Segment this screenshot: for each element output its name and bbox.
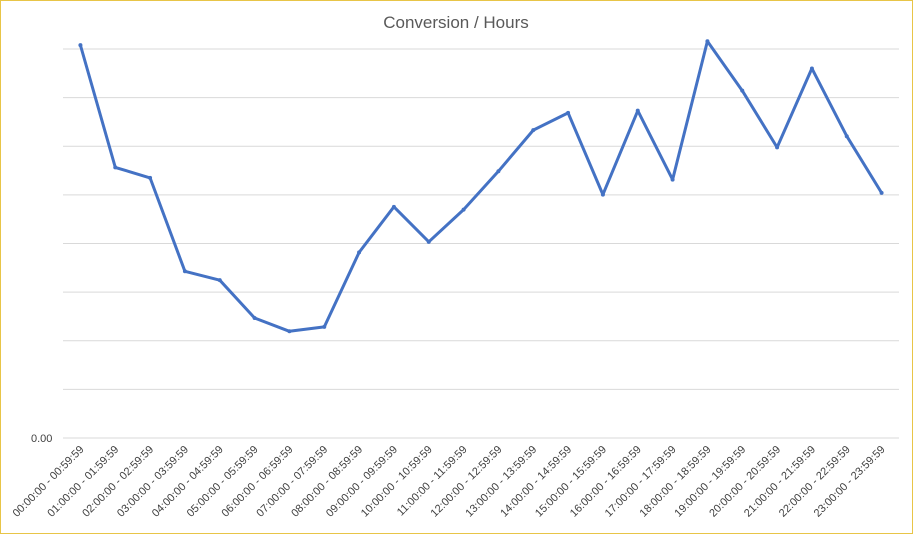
data-point (775, 145, 780, 150)
data-point (566, 110, 571, 115)
y-axis-ticks: 0.00 (31, 433, 52, 445)
y-tick-label: 0.00 (31, 433, 52, 445)
data-point (391, 204, 396, 209)
data-point (670, 177, 675, 182)
data-point (148, 175, 153, 180)
data-point (252, 315, 257, 320)
gridlines (63, 48, 899, 439)
data-point (461, 207, 466, 212)
data-point (287, 329, 292, 334)
data-point (809, 66, 814, 71)
data-point (879, 190, 884, 195)
data-point (496, 169, 501, 174)
data-point (600, 192, 605, 197)
data-point (635, 108, 640, 113)
data-point (217, 278, 222, 283)
data-point (740, 88, 745, 93)
data-point (531, 128, 536, 133)
data-point (705, 39, 710, 44)
data-point (844, 134, 849, 139)
data-point (182, 269, 187, 274)
series (78, 39, 884, 334)
data-point (426, 239, 431, 244)
chart-title: Conversion / Hours (383, 13, 529, 32)
series-line (78, 39, 884, 333)
data-point (113, 165, 118, 170)
data-point (78, 43, 83, 48)
data-point (357, 250, 362, 255)
data-point (322, 324, 327, 329)
